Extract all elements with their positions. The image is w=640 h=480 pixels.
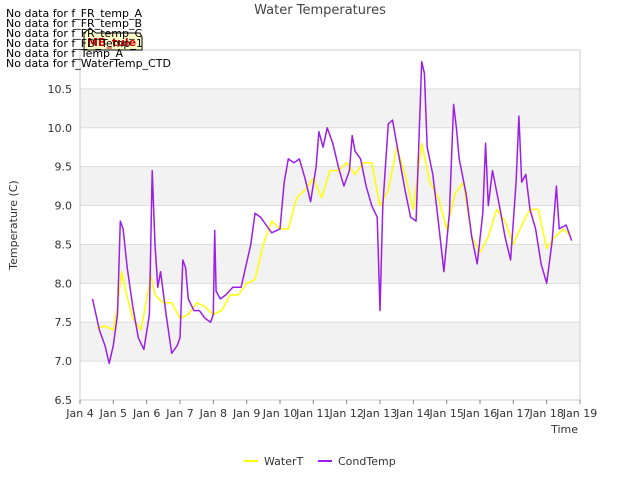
x-tick-label: Jan 17 [495, 407, 530, 420]
x-tick-label: Jan 5 [99, 407, 127, 420]
y-tick-label: 10.0 [48, 122, 73, 135]
x-tick-label: Jan 4 [65, 407, 93, 420]
no-data-message: No data for f_WaterTemp_CTD [6, 57, 171, 70]
x-tick-label: Jan 12 [328, 407, 363, 420]
y-tick-label: 7.5 [55, 316, 73, 329]
background-band [80, 88, 580, 128]
y-tick-label: 9.0 [55, 200, 73, 213]
x-tick-label: Jan 7 [165, 407, 193, 420]
series-line-watert [96, 142, 573, 331]
x-tick-label: Jan 13 [362, 407, 397, 420]
tooltip-label: MB_tule [87, 36, 136, 49]
x-tick-label: Jan 9 [232, 407, 260, 420]
x-tick-label: Jan 6 [132, 407, 160, 420]
plot-frame [79, 49, 581, 401]
x-tick-label: Jan 19 [562, 407, 597, 420]
background-band [80, 244, 580, 284]
no-data-message: No data for f_FR_temp_A [6, 7, 142, 20]
y-tick-label: 7.0 [55, 355, 73, 368]
y-axis-ticks: 6.5 7.0 7.5 8.0 8.5 9.0 9.5 10.0 10.5 [48, 83, 73, 407]
background-band [80, 322, 580, 362]
y-tick-label: 9.5 [55, 161, 73, 174]
tooltip: MB_tule [83, 27, 143, 51]
x-tick-label: Jan 16 [462, 407, 497, 420]
series-line-condtemp [91, 60, 573, 365]
legend: WaterT CondTemp [244, 455, 396, 468]
chart-title: Water Temperatures [254, 3, 386, 18]
y-axis-label: Temperature (C) [7, 180, 20, 270]
x-tick-label: Jan 10 [262, 407, 297, 420]
x-tick-label: Jan 18 [528, 407, 563, 420]
x-tick-label: Jan 8 [199, 407, 227, 420]
x-tick-label: Jan 11 [295, 407, 330, 420]
legend-label: WaterT [264, 455, 304, 468]
x-tick-label: Jan 14 [395, 407, 430, 420]
x-tick-label: Jan 15 [428, 407, 463, 420]
y-tick-label: 10.5 [48, 83, 73, 96]
no-data-message: No data for f_Temp_A [6, 47, 124, 60]
y-tick-label: 8.5 [55, 238, 73, 251]
y-tick-label: 6.5 [55, 394, 73, 407]
no-data-message: No data for f_FD_Temp_1 [6, 37, 143, 50]
no-data-message: No data for f_FR_temp_C [6, 27, 143, 40]
x-axis-ticks: Jan 4 Jan 5 Jan 6 Jan 7 Jan 8 Jan 9 Jan 10Jan … [65, 400, 597, 420]
legend-label: CondTemp [338, 455, 396, 468]
y-tick-label: 8.0 [55, 277, 73, 290]
series-lines [91, 60, 573, 365]
x-axis-label: Time [550, 423, 578, 436]
no-data-message: No data for f_FR_temp_B [6, 17, 143, 30]
background-bands [80, 88, 580, 362]
